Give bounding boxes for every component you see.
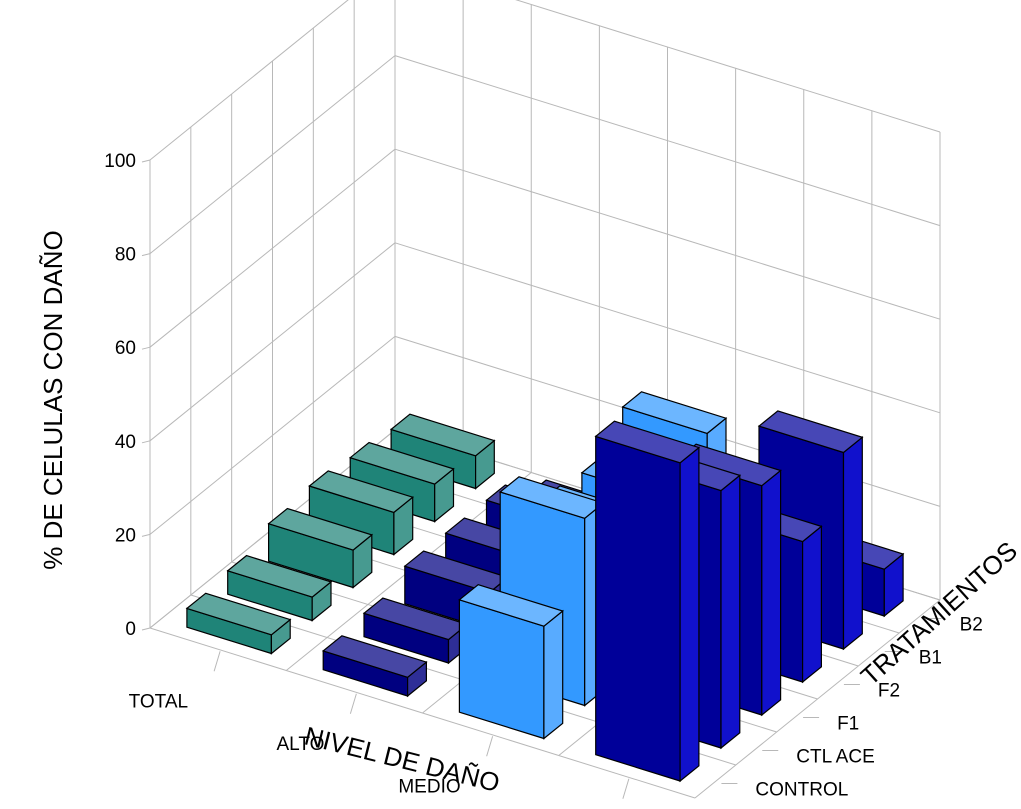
left-wall-grid-line — [149, 242, 396, 442]
bar-top-face — [621, 391, 728, 435]
y-tick-label: 20 — [115, 525, 136, 546]
y-axis-tick — [141, 533, 151, 537]
left-wall-grid-line — [149, 336, 396, 535]
bar-top-face — [226, 554, 333, 598]
y-tick-label: 80 — [115, 245, 136, 266]
bar-front-face — [595, 435, 681, 782]
bar — [594, 420, 701, 783]
bar — [185, 592, 292, 655]
y-tick-label: 100 — [104, 151, 136, 172]
bar-top-face — [321, 635, 428, 678]
back-wall-grid-line — [394, 242, 941, 414]
back-wall-grid-line — [394, 148, 941, 320]
back-wall-grid-line — [394, 55, 941, 227]
tick-labels: 020406080100TOTALALTOMEDIOBAJOCONTROLCTL… — [104, 151, 983, 801]
back-wall-grid-line — [515, 0, 941, 133]
bar-side-face — [720, 474, 741, 750]
left-wall-grid-line — [149, 148, 396, 348]
bar — [458, 584, 564, 740]
z-tick-label: CTL ACE — [796, 747, 875, 768]
y-axis-tick — [141, 159, 151, 163]
bar-top-face — [308, 470, 414, 514]
z-tick-label: CONTROL — [755, 780, 848, 801]
y-tick-label: 40 — [115, 432, 136, 453]
bar-side-face — [761, 469, 782, 717]
bar-top-face — [185, 592, 292, 636]
y-axis-title: % DE CELULAS CON DAÑO — [38, 230, 68, 570]
x-axis-tick — [349, 693, 357, 714]
bar-side-face — [842, 436, 863, 651]
y-axis-tick — [141, 346, 151, 350]
bar-side-face — [801, 525, 823, 684]
z-tick-label: F2 — [878, 681, 900, 702]
z-tick-label: F1 — [837, 714, 859, 735]
bar — [348, 441, 455, 523]
x-tick-label: MEDIO — [398, 776, 460, 797]
bars — [185, 391, 905, 783]
z-tick-label: B2 — [960, 615, 983, 636]
bar-top-face — [267, 507, 374, 551]
bar — [389, 413, 496, 490]
x-tick-label: ALTO — [277, 734, 325, 755]
x-tick-label: TOTAL — [129, 691, 188, 712]
bar — [226, 554, 333, 622]
bar-side-face — [543, 609, 564, 740]
y-axis-tick — [141, 440, 151, 444]
bar-top-face — [757, 410, 864, 454]
bar-top-face — [458, 584, 564, 627]
z-tick-label: B1 — [919, 648, 942, 669]
x-axis-tick — [486, 736, 494, 757]
y-axis-tick — [141, 253, 151, 257]
y-tick-label: 0 — [125, 619, 136, 640]
bar-side-face — [679, 446, 700, 783]
bar-top-face — [348, 441, 455, 485]
bar-top-face — [389, 413, 496, 457]
bar-top-face — [594, 420, 701, 464]
y-axis-tick — [141, 627, 151, 631]
left-wall-grid-line — [149, 55, 396, 254]
floor-grid-line — [149, 627, 696, 799]
x-axis-tick — [213, 651, 221, 672]
bar — [267, 507, 374, 589]
bar — [321, 635, 428, 698]
x-axis-tick — [622, 778, 630, 799]
y-tick-label: 60 — [115, 338, 136, 359]
left-wall-grid-line — [149, 0, 349, 161]
bar — [308, 470, 414, 556]
